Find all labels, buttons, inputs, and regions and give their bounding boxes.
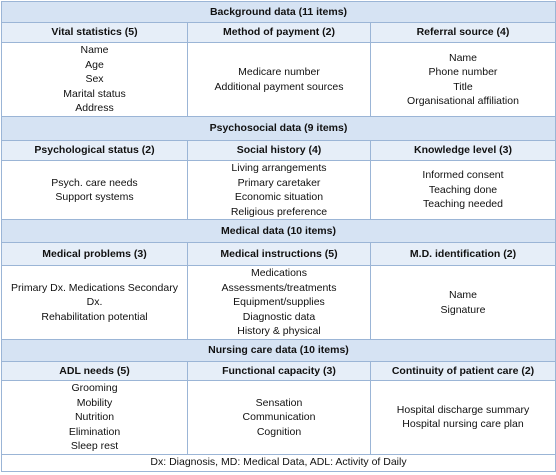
item-cell: Grooming Mobility Nutrition Elimination Slee… [1, 380, 188, 455]
item-cell: Name Signature [370, 265, 556, 340]
item: Marital status [63, 87, 126, 100]
item: Elimination [68, 425, 121, 438]
item-cell: Medications Assessments/treatments Equipme… [187, 265, 371, 340]
section-title: Nursing care data (10 items) [1, 339, 556, 362]
item: Economic situation [234, 191, 324, 203]
item: Nutrition [74, 411, 115, 423]
item: Organisational affiliation [407, 95, 519, 107]
item-cell: Medicare number Additional payment source… [187, 42, 371, 117]
item: Title [453, 80, 473, 93]
footer-row: Dx: Diagnosis, MD: Medical Data, ADL: Ac… [1, 453, 556, 472]
item: Sex [85, 73, 104, 86]
item: Equipment/supplies [233, 296, 325, 309]
column-header-row: ADL needs (5) Functional capacity (3) Cont… [1, 361, 556, 381]
item: Signature [440, 303, 486, 316]
column-heading: ADL needs (5) [1, 361, 188, 381]
item-cell: Living arrangements Primary caretaker Econ… [187, 160, 371, 220]
column-heading: Functional capacity (3) [187, 361, 371, 381]
section-row: Psychosocial data (9 items) [1, 116, 556, 141]
item: Cognition [256, 425, 302, 438]
item: Informed consent [422, 169, 504, 182]
section-title: Background data (11 items) [1, 1, 556, 23]
item: Phone number [428, 66, 498, 78]
column-heading: Social history (4) [187, 140, 371, 161]
item: Hospital discharge summary [396, 403, 530, 416]
content-row: Name Age Sex Marital status Address Medicare … [1, 42, 556, 117]
item: Grooming [71, 382, 118, 394]
item: Psych. care needs [51, 176, 138, 189]
column-header-row: Vital statistics (5) Method of payment (2… [1, 22, 556, 43]
item: Teaching done [428, 183, 498, 196]
section-row: Medical data (10 items) [1, 219, 556, 243]
section-title: Medical data (10 items) [1, 219, 556, 243]
column-heading: Method of payment (2) [187, 22, 371, 43]
item: Sleep rest [70, 440, 119, 452]
item-cell: Sensation Communication Cognition [187, 380, 371, 455]
item: Address [75, 102, 114, 115]
item: Hospital nursing care plan [402, 418, 524, 431]
column-heading: Vital statistics (5) [1, 22, 188, 43]
item: Age [85, 58, 104, 71]
item: Religious preference [230, 205, 328, 218]
item-cell: Name Age Sex Marital status Address [1, 42, 188, 117]
item: Name [448, 289, 477, 301]
item: Sensation [255, 396, 303, 409]
item: Name [448, 51, 477, 64]
column-header-row: Psychological status (2) Social history (… [1, 140, 556, 161]
column-heading: Medical problems (3) [1, 242, 188, 266]
column-heading: M.D. identification (2) [370, 242, 556, 266]
item-cell: Informed consent Teaching done Teaching ne… [370, 160, 556, 220]
column-heading: Referral source (4) [370, 22, 556, 43]
item: History & physical [237, 325, 321, 338]
content-row: Psych. care needs Support systems Living a… [1, 160, 556, 220]
item: Rehabilitation potential [41, 310, 148, 323]
item: Primary caretaker [237, 176, 321, 189]
item: Assessments/treatments [221, 281, 337, 294]
column-header-row: Medical problems (3) Medical instructions… [1, 242, 556, 266]
item-cell: Primary Dx. Medications Secondary Dx. Reh… [1, 265, 188, 340]
column-heading: Knowledge level (3) [370, 140, 556, 161]
column-heading: Continuity of patient care (2) [370, 361, 556, 381]
content-row: Grooming Mobility Nutrition Elimination Slee… [1, 380, 556, 455]
column-heading: Psychological status (2) [1, 140, 188, 161]
section-title: Psychosocial data (9 items) [1, 116, 556, 141]
item: Diagnostic data [242, 310, 316, 323]
item: Medicare number [238, 66, 320, 78]
item: Teaching needed [423, 198, 503, 211]
item: Mobility [76, 396, 113, 409]
item: Primary Dx. Medications Secondary Dx. [11, 281, 178, 309]
item: Medications [250, 267, 308, 280]
section-row: Background data (11 items) [1, 1, 556, 23]
column-heading: Medical instructions (5) [187, 242, 371, 266]
item-cell: Psych. care needs Support systems [1, 160, 188, 220]
section-row: Nursing care data (10 items) [1, 339, 556, 362]
item: Support systems [55, 191, 134, 203]
item-cell: Name Phone number Title Organisational affi… [370, 42, 556, 117]
item: Communication [242, 411, 316, 423]
footer-note: Dx: Diagnosis, MD: Medical Data, ADL: Ac… [1, 453, 556, 472]
item: Name [80, 44, 109, 57]
item: Additional payment sources [214, 80, 344, 93]
content-row: Primary Dx. Medications Secondary Dx. Reh… [1, 265, 556, 340]
item-cell: Hospital discharge summary Hospital nursi… [370, 380, 556, 455]
item: Living arrangements [231, 162, 327, 174]
